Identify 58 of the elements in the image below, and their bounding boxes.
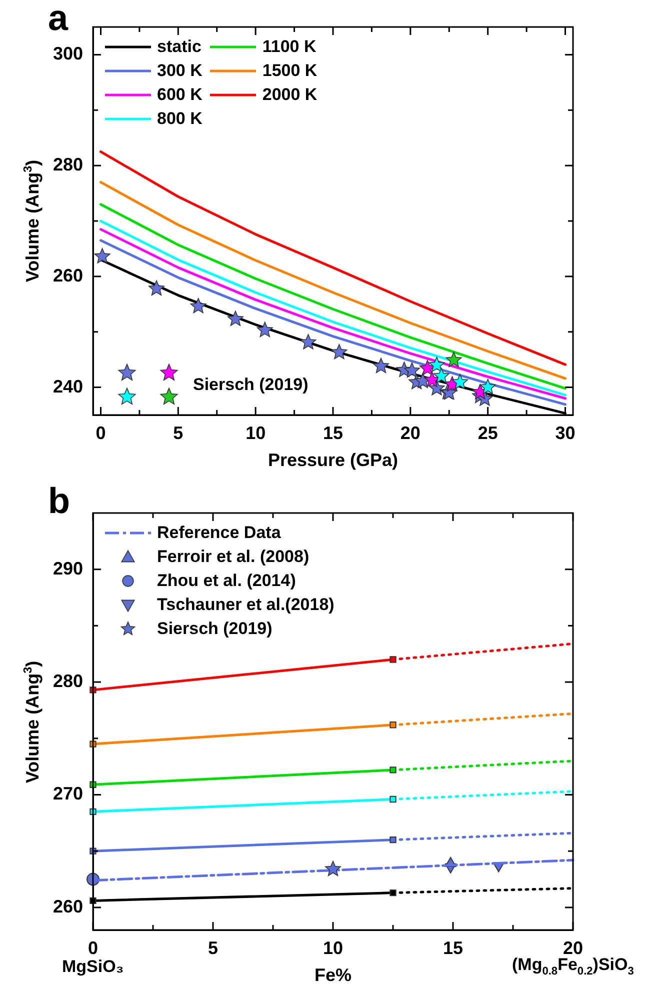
point <box>331 344 348 360</box>
point <box>148 280 164 296</box>
y-tick-label: 260 <box>52 896 83 916</box>
point <box>390 796 396 803</box>
legend-label: Zhou et al. (2014) <box>157 571 296 591</box>
legend-label: 2000 K <box>262 85 318 105</box>
legend-label: Reference Data <box>157 523 281 543</box>
point <box>190 298 206 314</box>
x-tick-label: 10 <box>246 422 266 443</box>
y-tick-label: 290 <box>52 558 83 578</box>
point <box>433 368 450 384</box>
annotation: Siersch (2019) <box>193 375 308 395</box>
point <box>300 334 316 350</box>
point <box>390 889 396 896</box>
y-tick-label: 300 <box>52 44 83 64</box>
point <box>404 362 420 378</box>
legend-label: 300 K <box>157 61 202 81</box>
x-tick-label: 25 <box>478 422 498 443</box>
point <box>324 860 342 876</box>
point <box>446 352 462 367</box>
y-tick-label: 260 <box>52 265 83 286</box>
x-tick-label: 5 <box>173 422 184 443</box>
x-tick-label: 30 <box>555 422 576 443</box>
x-tick-label: 15 <box>322 422 344 443</box>
point <box>428 356 445 372</box>
point <box>452 374 468 390</box>
legend-label: Siersch (2019) <box>157 619 272 639</box>
legend-label: 800 K <box>157 109 202 129</box>
chart-title: b <box>48 480 70 521</box>
point <box>480 378 496 394</box>
point <box>390 836 396 844</box>
legend-label: Ferroir et al. (2008) <box>157 547 310 567</box>
x-tick-label: 15 <box>442 938 464 958</box>
x-tick-label: 0 <box>96 422 106 443</box>
x-axis-title: Pressure (GPa) <box>268 450 398 470</box>
x-tick-label: 20 <box>400 422 420 443</box>
y-tick-label: 240 <box>52 376 83 396</box>
legend-label: Tschauner et al.(2018) <box>157 595 334 615</box>
y-tick-label: 270 <box>52 784 83 804</box>
legend-label: static <box>157 37 202 57</box>
legend-label: 600 K <box>157 85 202 105</box>
legend-label: 1100 K <box>262 37 316 57</box>
x-tick-label: 10 <box>322 938 344 958</box>
x-tick-label: 0 <box>88 938 98 958</box>
y-tick-label: 280 <box>52 154 83 175</box>
point <box>390 722 396 728</box>
point <box>390 656 396 663</box>
point <box>227 310 244 326</box>
text: MgSiO₃ <box>62 956 124 976</box>
chart-title: a <box>48 0 68 38</box>
point <box>94 248 110 264</box>
point <box>372 358 390 374</box>
x-axis-title: Fe% <box>314 965 352 985</box>
y-tick-label: 280 <box>52 671 83 692</box>
point <box>256 322 273 338</box>
point <box>390 766 396 774</box>
legend-label: 1500 K <box>262 61 318 81</box>
x-tick-label: 5 <box>208 938 218 958</box>
